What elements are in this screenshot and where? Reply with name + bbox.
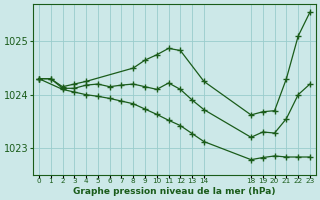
X-axis label: Graphe pression niveau de la mer (hPa): Graphe pression niveau de la mer (hPa) xyxy=(73,187,276,196)
